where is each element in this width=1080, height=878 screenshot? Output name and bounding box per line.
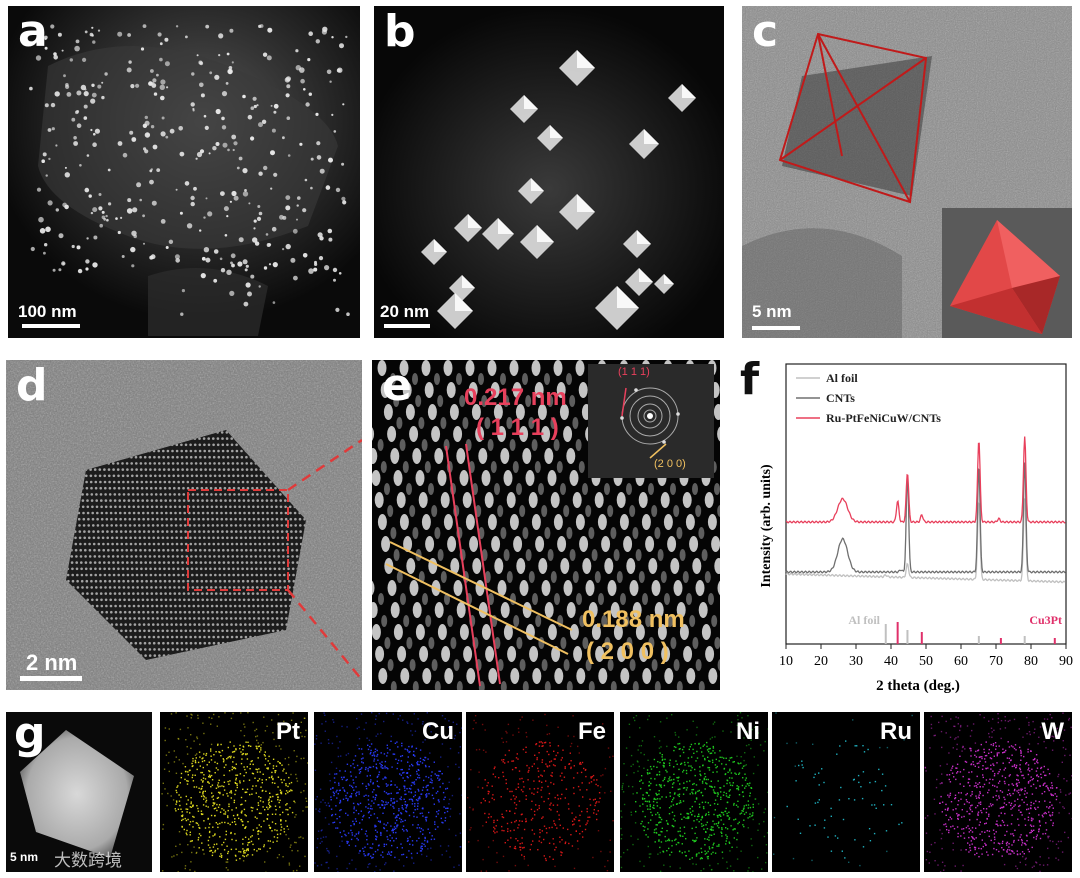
- scale-bar: [752, 326, 800, 330]
- element-label: Pt: [276, 718, 300, 745]
- tem-image-c: [742, 6, 1072, 338]
- scale-bar: [22, 324, 80, 328]
- element-label: Cu: [422, 718, 454, 745]
- haadf-image-a: [8, 6, 360, 338]
- legend-label: CNTs: [826, 391, 855, 405]
- scale-label: 100 nm: [18, 302, 77, 321]
- watermark: 大数跨境: [54, 851, 122, 871]
- x-axis-label: 2 theta (deg.): [876, 678, 960, 694]
- fft-label-111: (1 1 1): [618, 366, 650, 378]
- scale-label: 2 nm: [26, 650, 78, 675]
- panel-c: c 5 nm: [742, 6, 1072, 338]
- panel-d: d 2 nm: [6, 360, 362, 690]
- eds-map-w: W: [924, 712, 1072, 872]
- panel-label: f: [740, 356, 760, 405]
- x-tick-label: 90: [1059, 654, 1073, 669]
- panel-label: g: [14, 712, 46, 759]
- scale-label: 20 nm: [380, 302, 430, 321]
- reference-label-cu3pt: Cu3Pt: [1029, 613, 1062, 627]
- eds-map-pt: Pt: [160, 712, 308, 872]
- xrd-chart: 10 20 30 40 50 60 70 80 90 Al foil Cu3Pt Al foil CNT…: [759, 363, 1073, 694]
- plane-111: ( 1 1 1 ): [476, 414, 559, 441]
- x-tick-label: 10: [779, 654, 793, 669]
- reference-label-al: Al foil: [848, 613, 880, 627]
- panel-b: b 20 nm: [374, 6, 724, 338]
- series-line-0: [785, 498, 1066, 584]
- panel-a: a 100 nm: [8, 6, 360, 338]
- scale-bar: [20, 676, 82, 681]
- x-tick-label: 80: [1024, 654, 1038, 669]
- x-tick-label: 40: [884, 654, 898, 669]
- hrtem-image-d: [6, 360, 362, 690]
- fft-label-200: (2 0 0): [654, 458, 686, 470]
- panel-label: e: [382, 360, 412, 411]
- panel-label: b: [384, 6, 416, 57]
- element-label: W: [1041, 718, 1064, 745]
- panel-e: e 0.217 nm ( 1 1 1 ) (1 1 1) (2 0 0) 0.1…: [372, 360, 720, 690]
- panel-label: c: [752, 6, 779, 57]
- x-tick-label: 50: [919, 654, 933, 669]
- element-label: Fe: [577, 718, 606, 745]
- panel-label: a: [18, 6, 48, 57]
- legend-label: Ru-PtFeNiCuW/CNTs: [826, 411, 941, 425]
- element-label: Ru: [880, 718, 912, 745]
- scale-bar: [384, 324, 430, 328]
- panel-label: d: [16, 360, 48, 411]
- eds-map-cu: Cu: [314, 712, 462, 872]
- haadf-tile: g 5 nm 大数跨境: [6, 712, 152, 872]
- plane-200: ( 2 0 0 ): [586, 638, 669, 665]
- series-line-1: [785, 462, 1066, 574]
- legend-label: Al foil: [826, 371, 858, 385]
- x-tick-label: 60: [954, 654, 968, 669]
- series-line-2: [785, 436, 1066, 524]
- x-tick-label: 20: [814, 654, 828, 669]
- d-spacing-200: 0.188 nm: [582, 606, 685, 633]
- panel-g: g 5 nm 大数跨境 Pt Cu Fe Ni Ru W: [0, 712, 1080, 878]
- eds-map-ru: Ru: [772, 712, 920, 872]
- eds-map-ni: Ni: [620, 712, 768, 872]
- panel-f: 10 20 30 40 50 60 70 80 90 Al foil Cu3Pt Al foil CNT…: [730, 356, 1076, 696]
- scale-label: 5 nm: [10, 850, 39, 864]
- scale-label: 5 nm: [752, 302, 792, 321]
- x-tick-label: 70: [989, 654, 1003, 669]
- eds-map-fe: Fe: [466, 712, 614, 872]
- d-spacing-111: 0.217 nm: [464, 384, 567, 411]
- x-tick-label: 30: [849, 654, 863, 669]
- haadf-image-b: [374, 6, 724, 338]
- element-label: Ni: [736, 718, 760, 745]
- y-axis-label: Intensity (arb. units): [759, 464, 774, 588]
- hrtem-image-e: [372, 360, 720, 690]
